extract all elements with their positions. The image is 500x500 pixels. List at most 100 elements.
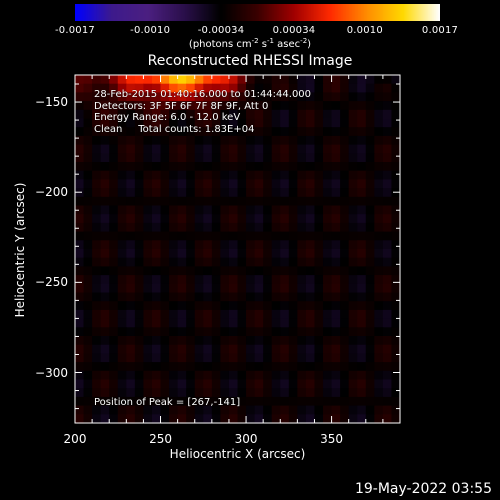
heatmap-cell [109, 75, 119, 85]
heatmap-cell [357, 396, 367, 407]
heatmap-cell [365, 153, 375, 163]
heatmap-cell [331, 222, 341, 233]
heatmap-cell [357, 222, 367, 233]
heatmap-cell [220, 170, 230, 180]
heatmap-cell [271, 188, 281, 198]
heatmap-cell [109, 275, 119, 285]
heatmap-cell [254, 283, 264, 294]
heatmap-cell [151, 101, 162, 111]
heatmap-cell [271, 135, 281, 146]
heatmap-cell [134, 275, 145, 285]
heatmap-cell [263, 240, 273, 250]
heatmap-cell [203, 83, 213, 93]
heatmap-cell [314, 153, 324, 163]
heatmap-cell [220, 101, 230, 111]
heatmap-cell [160, 240, 170, 250]
heatmap-cell [340, 336, 350, 346]
heatmap-cell [83, 170, 93, 180]
heatmap-cell [134, 266, 145, 276]
heatmap-cell [391, 222, 401, 233]
heatmap-cell [83, 327, 93, 337]
heatmap-cell [391, 370, 401, 381]
heatmap-cell [280, 144, 290, 154]
heatmap-cell [288, 240, 298, 250]
heatmap-cell [365, 109, 375, 120]
heatmap-cell [314, 196, 324, 207]
heatmap-cell [126, 249, 136, 259]
heatmap-cell [331, 318, 341, 328]
heatmap-cell [177, 162, 187, 172]
heatmap-cell [177, 214, 187, 224]
heatmap-cell [237, 214, 247, 224]
heatmap-cell [83, 179, 93, 189]
heatmap-cell [263, 75, 273, 85]
heatmap-cell [340, 396, 350, 407]
heatmap-cell [92, 144, 102, 154]
heatmap-cell [365, 162, 375, 172]
heatmap-cell [357, 336, 367, 346]
heatmap-cell [228, 283, 239, 294]
heatmap-cell [280, 362, 290, 372]
heatmap-cell [297, 309, 307, 320]
heatmap-cell [246, 414, 256, 424]
heatmap-cell [177, 127, 187, 137]
heatmap-cell [92, 222, 102, 233]
heatmap-cell [194, 283, 204, 294]
heatmap-cell [83, 309, 93, 320]
heatmap-cell [75, 92, 85, 102]
heatmap-cell [160, 292, 170, 302]
heatmap-cell [297, 275, 307, 285]
heatmap-cell [169, 249, 179, 259]
heatmap-cell [254, 240, 264, 250]
heatmap-cell [348, 396, 358, 407]
heatmap-cell [391, 214, 401, 224]
heatmap-cell [177, 275, 187, 285]
heatmap-cell [92, 362, 102, 372]
heatmap-cell [169, 388, 179, 398]
heatmap-cell [117, 240, 127, 250]
heatmap-cell [220, 83, 230, 93]
heatmap-cell [169, 188, 179, 198]
heatmap-cell [357, 327, 367, 337]
heatmap-cell [288, 379, 298, 389]
heatmap-cell [374, 344, 384, 354]
heatmap-cell [151, 396, 162, 407]
heatmap-cell [263, 101, 273, 111]
heatmap-cell [340, 275, 350, 285]
heatmap-cell [177, 266, 187, 276]
heatmap-cell [100, 275, 110, 285]
heatmap-cell [83, 222, 93, 233]
heatmap-cell [211, 249, 221, 259]
heatmap-cell [374, 309, 384, 320]
heatmap-cell [220, 353, 230, 363]
heatmap-cell [314, 109, 324, 120]
heatmap-cell [340, 405, 350, 415]
heatmap-cell [297, 266, 307, 276]
heatmap-cell [331, 109, 341, 120]
heatmap-cell [357, 144, 367, 154]
heatmap-cell [228, 127, 239, 137]
heatmap-cell [92, 109, 102, 120]
heatmap-cell [254, 370, 264, 381]
heatmap-cell [92, 127, 102, 137]
heatmap-cell [151, 196, 162, 207]
heatmap-cell [280, 309, 290, 320]
heatmap-cell [382, 336, 393, 346]
heatmap-cell [100, 344, 110, 354]
heatmap-cell [83, 92, 93, 102]
heatmap-cell [382, 388, 393, 398]
heatmap-cell [75, 144, 85, 154]
heatmap-cell [382, 109, 393, 120]
heatmap-cell [288, 188, 298, 198]
heatmap-cell [160, 405, 170, 415]
heatmap-cell [83, 318, 93, 328]
heatmap-cell [194, 301, 204, 311]
heatmap-cell [323, 101, 333, 111]
heatmap-cell [194, 370, 204, 381]
heatmap-cell [177, 370, 187, 381]
heatmap-cell [134, 205, 145, 215]
heatmap-cell [263, 353, 273, 363]
heatmap-cell [177, 109, 187, 120]
heatmap-cell [254, 353, 264, 363]
